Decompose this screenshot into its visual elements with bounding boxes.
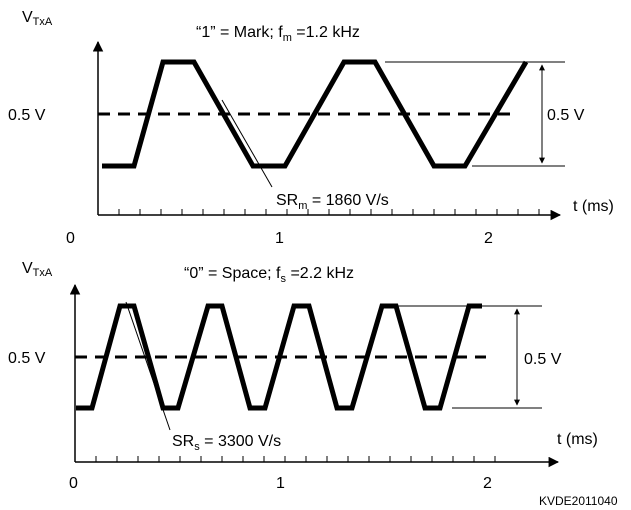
top-tick-2: 2	[484, 230, 493, 247]
top-level-label: 0.5 V	[8, 107, 46, 124]
bottom-tick-2: 2	[483, 475, 492, 492]
bottom-level-label: 0.5 V	[8, 350, 46, 367]
bottom-x-ticks	[95, 456, 496, 462]
top-x-ticks	[118, 209, 540, 215]
top-slew-pointer	[221, 99, 273, 188]
bottom-title: “0” = Space; fs =2.2 kHz	[184, 265, 354, 285]
top-time-axis-label: t (ms)	[573, 198, 614, 215]
space-panel: VTxA 0 1 2 t (ms) “	[8, 260, 598, 492]
top-amplitude-label: 0.5 V	[547, 107, 585, 124]
bottom-slew-label: SRs = 3300 V/s	[172, 433, 281, 453]
mark-panel: VTxA 0 1 2	[8, 9, 614, 247]
top-y-axis-label: VTxA	[22, 9, 53, 28]
top-tick-1: 1	[275, 230, 284, 247]
top-title: “1” = Mark; fm =1.2 kHz	[196, 24, 360, 44]
top-mark-waveform	[102, 59, 529, 169]
top-slew-label: SRm = 1860 V/s	[276, 192, 389, 212]
bottom-y-axis-label: VTxA	[22, 260, 53, 279]
bottom-amplitude-label: 0.5 V	[524, 351, 562, 368]
bottom-tick-1: 1	[276, 475, 285, 492]
bottom-time-axis-label: t (ms)	[557, 431, 598, 448]
bottom-tick-0: 0	[69, 475, 78, 492]
document-code: KVDE2011040	[539, 494, 618, 508]
top-tick-0: 0	[66, 230, 75, 247]
bottom-space-waveform	[76, 303, 482, 411]
bottom-slew-pointer	[125, 301, 171, 431]
